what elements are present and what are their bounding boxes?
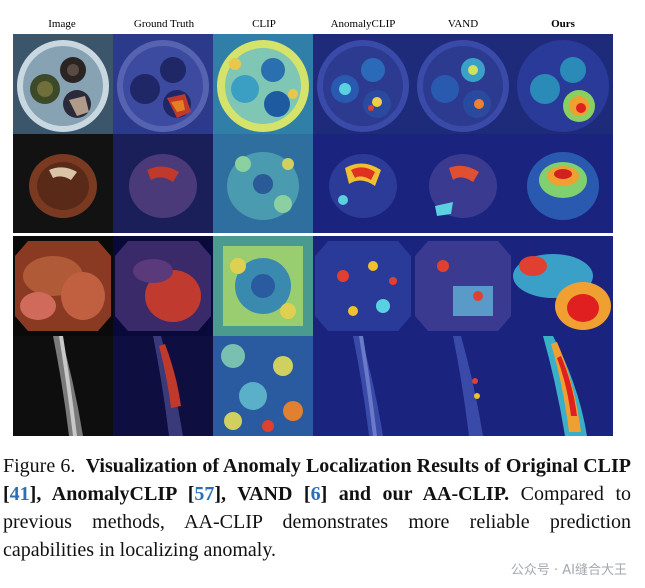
column-header-ground-truth: Ground Truth <box>133 18 195 30</box>
image-row2-ground-truth <box>113 134 213 234</box>
caption-body: Compared to previous methods, AA-CLIP de… <box>3 483 632 561</box>
image-row3-ours <box>513 236 613 336</box>
image-row4-anomalyclip <box>313 336 413 436</box>
image-row4-clip <box>213 336 313 436</box>
citation-6[interactable]: 6 <box>310 483 321 505</box>
image-row1-clip <box>213 34 313 134</box>
column-header-image: Image <box>48 18 76 30</box>
image-row1-anomalyclip <box>313 34 413 134</box>
image-row4-ground-truth <box>113 336 213 436</box>
image-row1-ground-truth <box>113 34 213 134</box>
column-header-anomalyclip: AnomalyCLIP <box>330 18 396 30</box>
image-row3-ground-truth <box>113 236 213 336</box>
image-row4-vand <box>413 336 513 436</box>
image-row4-image <box>13 336 113 436</box>
image-row1-image <box>13 34 113 134</box>
image-row3-image <box>13 236 113 336</box>
figure-label: Figure 6. <box>3 455 76 477</box>
column-header-ours: Ours <box>551 18 575 30</box>
caption-title-part1: Visualization of Anomaly Localization Re… <box>3 455 632 505</box>
column-header-clip: CLIP <box>252 18 276 30</box>
image-row2-anomalyclip <box>313 134 413 234</box>
image-row3-anomalyclip <box>313 236 413 336</box>
image-row2-vand <box>413 134 513 234</box>
image-row2-clip <box>213 134 313 234</box>
caption-title-part3: ], VAND [ <box>214 483 311 505</box>
visualization-grid <box>13 34 613 436</box>
watermark: 公众号 · AI缝合大王 <box>510 563 627 578</box>
image-row2-image <box>13 134 113 234</box>
row-group-separator <box>13 233 613 236</box>
caption-title-part2: ], AnomalyCLIP [ <box>29 483 195 505</box>
image-row2-ours <box>513 134 613 234</box>
image-row1-ours <box>513 34 613 134</box>
citation-41[interactable]: 41 <box>9 483 30 505</box>
citation-57[interactable]: 57 <box>194 483 215 505</box>
image-row4-ours <box>513 336 613 436</box>
figure-caption: Figure 6. Visualization of Anomaly Local… <box>3 452 631 564</box>
image-row3-vand <box>413 236 513 336</box>
image-row1-vand <box>413 34 513 134</box>
image-row3-clip <box>213 236 313 336</box>
column-header-vand: VAND <box>447 18 479 30</box>
caption-title-part4: ] and our AA-CLIP. <box>320 483 510 505</box>
